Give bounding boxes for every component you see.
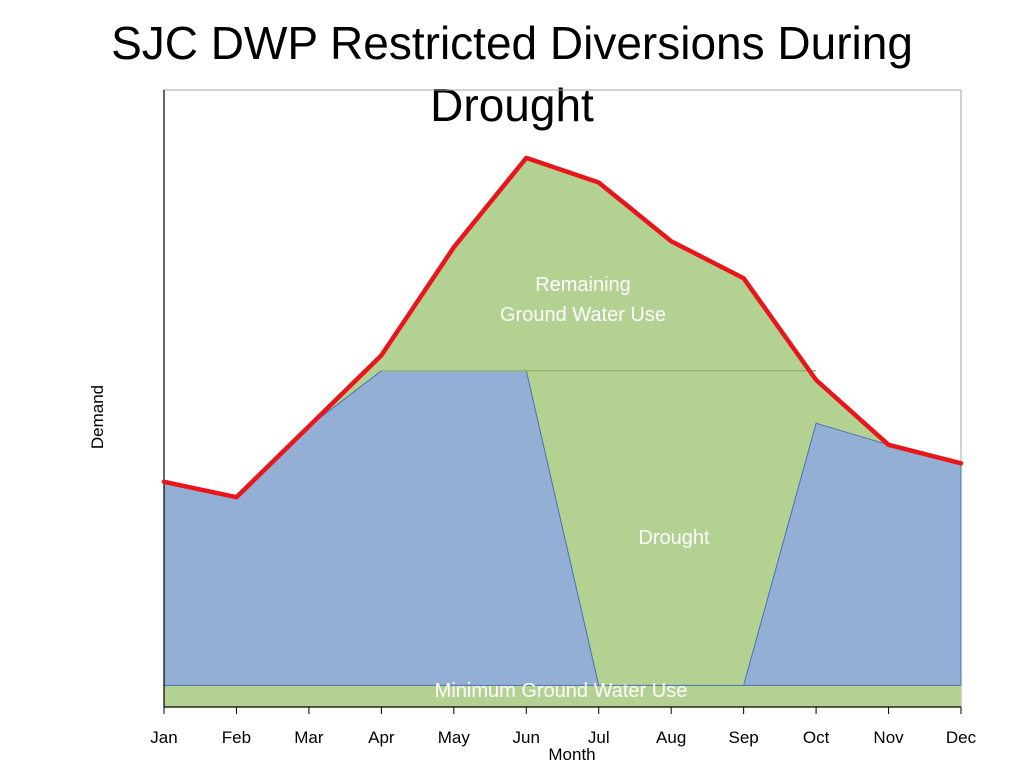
area-label-drought: Drought (638, 527, 710, 549)
x-tick-label-feb: Feb (222, 728, 251, 747)
x-tick-label-jun: Jun (513, 728, 540, 747)
y-axis-title: Demand (88, 385, 107, 449)
areas-layer (163, 157, 962, 707)
x-tick-label-jul: Jul (588, 728, 610, 747)
tick-layer: Jan Feb Mar Apr May Jun Jul Aug Sep Oct Nov Dec (150, 707, 977, 747)
x-tick-label-jan: Jan (150, 728, 177, 747)
area-label-remaining-line1: Remaining (535, 274, 631, 296)
chart-title: SJC DWP Restricted Diversions During Dro… (111, 17, 913, 131)
x-tick-label-oct: Oct (803, 728, 830, 747)
x-tick-label-dec: Dec (946, 728, 977, 747)
demand-line (161, 155, 964, 500)
lines-layer (161, 155, 964, 500)
x-tick-label-aug: Aug (656, 728, 686, 747)
x-tick-label-mar: Mar (294, 728, 324, 747)
x-tick-label-may: May (438, 728, 471, 747)
area-label-remaining-line2: Ground Water Use (500, 304, 666, 326)
x-tick-label-sep: Sep (729, 728, 759, 747)
x-axis-title: Month (548, 745, 595, 764)
x-tick-label-nov: Nov (873, 728, 904, 747)
area-label-minimum: Minimum Ground Water Use (435, 680, 688, 702)
x-tick-label-apr: Apr (368, 728, 395, 747)
